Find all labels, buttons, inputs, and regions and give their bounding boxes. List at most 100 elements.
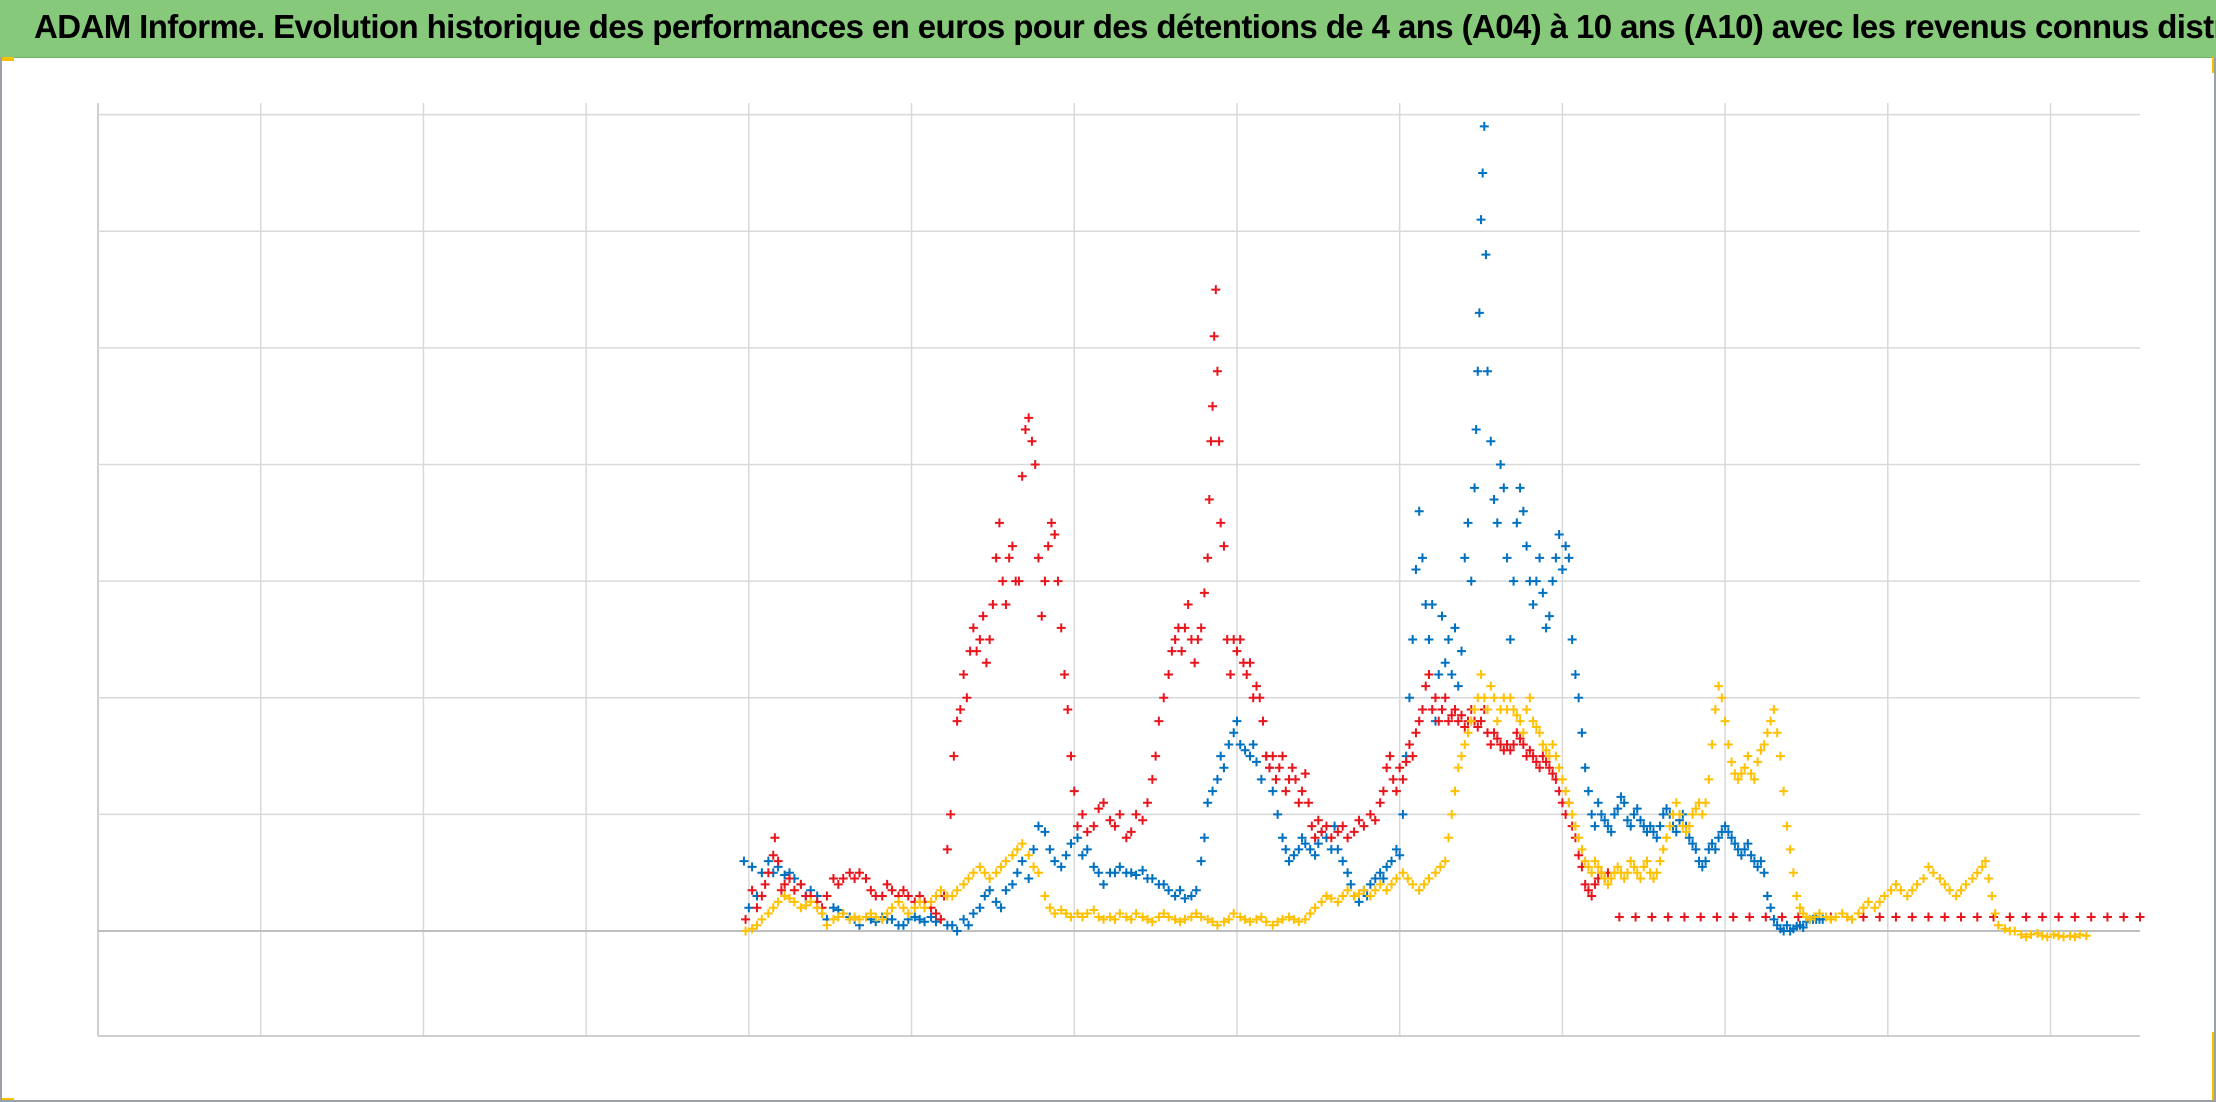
data-point <box>1043 541 1053 551</box>
data-point <box>1642 856 1652 866</box>
data-point <box>910 903 920 913</box>
data-point <box>1733 774 1743 784</box>
data-point <box>1211 285 1221 295</box>
data-point <box>1082 909 1092 919</box>
data-point <box>1258 716 1268 726</box>
data-point <box>959 914 969 924</box>
data-point <box>1528 716 1538 726</box>
data-point <box>1551 553 1561 563</box>
data-point <box>1001 599 1011 609</box>
chart-title-bar: ADAM Informe. Evolution historique des p… <box>0 0 2216 58</box>
data-point <box>1564 553 1574 563</box>
data-point <box>1417 704 1427 714</box>
data-point <box>1759 868 1769 878</box>
data-point <box>1110 821 1120 831</box>
data-point <box>1224 739 1234 749</box>
data-point <box>1385 751 1395 761</box>
data-point <box>1199 588 1209 598</box>
data-point <box>1528 599 1538 609</box>
data-point <box>1437 611 1447 621</box>
data-point <box>1593 862 1603 872</box>
data-point <box>1753 862 1763 872</box>
data-point <box>1541 623 1551 633</box>
data-point <box>1281 844 1291 854</box>
data-point <box>1027 436 1037 446</box>
data-point <box>2000 924 2010 934</box>
data-point <box>1307 821 1317 831</box>
data-point <box>1505 693 1515 703</box>
data-point <box>854 914 864 924</box>
data-point <box>1463 728 1473 738</box>
data-point <box>780 870 790 880</box>
data-point <box>1180 623 1190 633</box>
data-point <box>1089 862 1099 872</box>
data-point <box>1460 739 1470 749</box>
data-point <box>1649 874 1658 884</box>
data-point <box>1745 912 1754 922</box>
data-point <box>1603 879 1613 889</box>
data-point <box>1875 912 1885 922</box>
data-point <box>1570 669 1580 679</box>
data-point <box>926 912 936 922</box>
data-point <box>1704 774 1714 784</box>
data-point <box>1138 865 1148 875</box>
data-point <box>1387 879 1397 889</box>
data-point <box>1131 870 1141 880</box>
data-point <box>1912 879 1922 889</box>
data-point <box>1479 121 1489 131</box>
data-point <box>1580 856 1590 866</box>
data-point <box>1548 739 1558 749</box>
data-point <box>1110 914 1120 924</box>
data-point <box>1203 553 1213 563</box>
data-point <box>1029 862 1039 872</box>
data-point <box>1457 710 1466 720</box>
data-point <box>1365 809 1375 819</box>
data-point <box>1089 905 1099 915</box>
data-point <box>1544 611 1554 621</box>
data-point <box>1541 757 1551 767</box>
data-point <box>1017 839 1027 849</box>
data-point <box>1707 739 1717 749</box>
data-point <box>1609 809 1619 819</box>
data-point <box>975 862 985 872</box>
data-point <box>1378 786 1388 796</box>
data-point <box>1099 798 1109 808</box>
data-point <box>1387 856 1397 866</box>
data-point <box>959 669 969 679</box>
data-point <box>975 634 985 644</box>
data-point <box>776 885 786 895</box>
data-point <box>770 833 780 843</box>
data-point <box>1863 897 1873 907</box>
data-point <box>1655 856 1665 866</box>
data-point <box>877 914 887 924</box>
data-point <box>1538 588 1548 598</box>
data-point <box>1284 912 1294 922</box>
data-point <box>968 868 978 878</box>
data-point <box>1590 856 1600 866</box>
data-point <box>1121 833 1131 843</box>
data-point <box>1587 809 1597 819</box>
data-point <box>1437 704 1447 714</box>
data-point <box>1740 844 1750 854</box>
data-point <box>1613 804 1623 814</box>
data-point <box>1450 623 1460 633</box>
data-point <box>1029 844 1039 854</box>
data-point <box>1622 868 1632 878</box>
data-point <box>1766 903 1776 913</box>
data-point <box>1297 786 1307 796</box>
data-point <box>1564 798 1574 808</box>
data-point <box>898 885 908 895</box>
data-point <box>1196 912 1206 922</box>
series-2 <box>741 285 2145 924</box>
data-point <box>1354 897 1364 907</box>
data-point <box>1040 891 1050 901</box>
data-point <box>1159 693 1169 703</box>
data-point <box>1391 874 1401 884</box>
data-point <box>1294 844 1304 854</box>
data-point <box>801 900 811 910</box>
data-point <box>1525 693 1535 703</box>
data-point <box>1525 745 1535 755</box>
data-point <box>1544 763 1554 773</box>
data-point <box>1059 669 1069 679</box>
data-point <box>1289 850 1299 860</box>
